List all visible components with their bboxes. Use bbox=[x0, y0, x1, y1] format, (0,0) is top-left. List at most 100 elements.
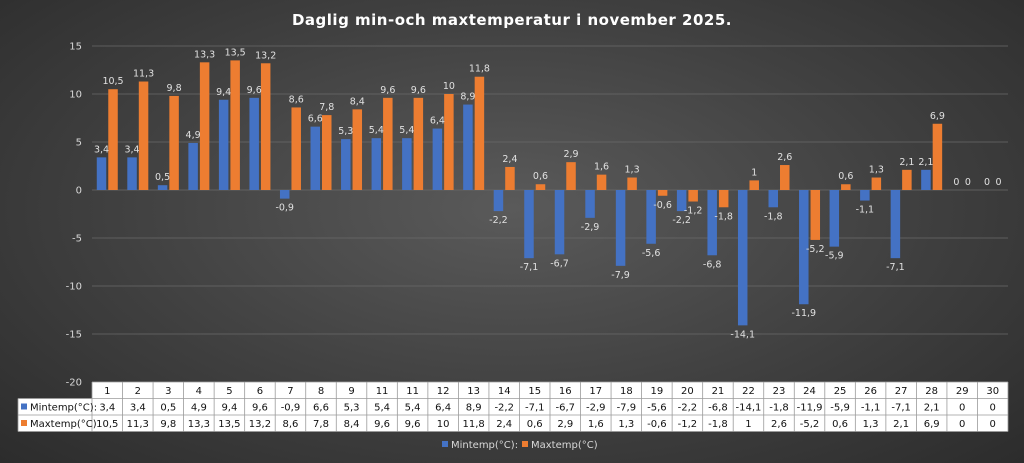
data-label: 9,8 bbox=[167, 83, 182, 94]
data-label: 0,6 bbox=[533, 171, 548, 182]
table-cell: 0,6 bbox=[832, 419, 848, 430]
data-label: -0,6 bbox=[653, 200, 672, 211]
table-cell: 6,4 bbox=[435, 403, 451, 414]
data-label: -11,9 bbox=[791, 308, 816, 319]
bar-min bbox=[676, 190, 687, 212]
y-tick-label: -15 bbox=[66, 330, 82, 341]
bar-max bbox=[566, 162, 576, 190]
data-table: 1 2 3 4 5 6 7 8 9 11 11 12 13 14 15 16 17 18 19 20 21 22 23 24 2… bbox=[17, 381, 1009, 432]
bar-max bbox=[688, 190, 698, 202]
data-label: -1,2 bbox=[684, 206, 703, 217]
data-label: 3,4 bbox=[124, 144, 139, 155]
table-category: 30 bbox=[986, 386, 999, 397]
bar-min bbox=[96, 157, 107, 190]
table-cell: -2,2 bbox=[494, 403, 514, 414]
bar-min bbox=[218, 99, 229, 190]
bar-max bbox=[138, 81, 149, 190]
table-cell: 3,4 bbox=[99, 403, 115, 414]
bar-max bbox=[108, 89, 118, 190]
table-series-name: Mintemp(°C): bbox=[30, 403, 97, 414]
bar-max bbox=[505, 166, 515, 190]
table-category: 17 bbox=[589, 386, 602, 397]
y-tick-label: 15 bbox=[69, 42, 82, 53]
bar-max bbox=[474, 76, 485, 190]
data-label: 1,3 bbox=[869, 165, 884, 176]
data-label: 9,6 bbox=[411, 85, 426, 96]
table-cell: 1 bbox=[745, 419, 751, 430]
bar-max bbox=[260, 63, 271, 190]
data-label: 2,1 bbox=[918, 157, 933, 168]
table-category: 5 bbox=[226, 386, 232, 397]
data-label: 0 bbox=[965, 177, 971, 188]
table-category: 27 bbox=[895, 386, 908, 397]
data-label: 5,4 bbox=[399, 125, 414, 136]
data-label: 2,4 bbox=[502, 154, 517, 165]
table-category: 7 bbox=[287, 386, 293, 397]
bar-max bbox=[199, 62, 210, 190]
data-label: -1,8 bbox=[714, 211, 733, 222]
table-cell: 2,1 bbox=[893, 419, 909, 430]
bar-min bbox=[890, 190, 901, 259]
table-cell: -14,1 bbox=[736, 403, 762, 414]
table-cell: 0 bbox=[959, 419, 965, 430]
data-label: -7,9 bbox=[611, 270, 630, 281]
bar-min bbox=[524, 190, 534, 259]
table-cell: 11,3 bbox=[127, 419, 149, 430]
table-cell: -6,7 bbox=[556, 403, 576, 414]
bar-max bbox=[871, 177, 882, 190]
table-category: 11 bbox=[376, 386, 389, 397]
bar-max bbox=[291, 107, 301, 190]
data-label: 6,4 bbox=[430, 116, 445, 127]
data-label: -2,2 bbox=[672, 215, 691, 226]
table-category: 18 bbox=[620, 386, 633, 397]
table-cell: 0 bbox=[959, 403, 965, 414]
bar-min bbox=[432, 128, 443, 190]
y-tick-label: 0 bbox=[76, 186, 82, 197]
table-category: 25 bbox=[834, 386, 847, 397]
data-label: 11,3 bbox=[133, 69, 154, 80]
bar-min bbox=[463, 104, 473, 190]
bar-max bbox=[718, 190, 729, 208]
table-cell: 9,4 bbox=[221, 403, 237, 414]
table-cell: -7,1 bbox=[525, 403, 545, 414]
data-label: 9,6 bbox=[247, 85, 262, 96]
bar-max bbox=[627, 177, 637, 190]
data-label: -6,8 bbox=[703, 259, 722, 270]
table-category: 26 bbox=[864, 386, 877, 397]
table-cell: 4,9 bbox=[191, 403, 207, 414]
bar-max bbox=[841, 184, 851, 190]
table-cell: 1,3 bbox=[863, 419, 879, 430]
data-label: 10 bbox=[443, 81, 455, 92]
table-cell: -6,8 bbox=[708, 403, 728, 414]
table-cell: 2,6 bbox=[771, 419, 787, 430]
bar-min bbox=[371, 138, 382, 190]
table-category: 6 bbox=[257, 386, 263, 397]
bar-min bbox=[737, 190, 748, 326]
table-cell: 8,9 bbox=[466, 403, 482, 414]
data-label: 13,2 bbox=[255, 50, 276, 61]
table-category: 12 bbox=[437, 386, 450, 397]
table-cell: -2,9 bbox=[586, 403, 606, 414]
table-cell: 5,3 bbox=[344, 403, 360, 414]
table-cell: 0,6 bbox=[527, 419, 543, 430]
table-cell: -1,8 bbox=[708, 419, 728, 430]
legend: Mintemp(°C): Maxtemp(°C) bbox=[442, 440, 598, 451]
table-category: 29 bbox=[956, 386, 969, 397]
bar-min bbox=[188, 142, 198, 190]
bar-min bbox=[921, 169, 931, 190]
table-cell: 13,2 bbox=[249, 419, 271, 430]
y-axis: 15 10 5 0 -5 -10 -15 -20 bbox=[66, 42, 82, 389]
table-category: 22 bbox=[742, 386, 755, 397]
table-category: 21 bbox=[712, 386, 725, 397]
data-label: 11,8 bbox=[469, 64, 490, 75]
table-cell: 2,4 bbox=[496, 419, 512, 430]
data-label: -7,1 bbox=[886, 262, 905, 273]
bar-min bbox=[615, 190, 626, 266]
data-label: 7,8 bbox=[319, 102, 334, 113]
data-label: -5,6 bbox=[642, 248, 661, 259]
bar-max bbox=[749, 180, 759, 190]
bar-max bbox=[444, 94, 454, 190]
table-category: 3 bbox=[165, 386, 171, 397]
bar-max bbox=[169, 95, 179, 190]
